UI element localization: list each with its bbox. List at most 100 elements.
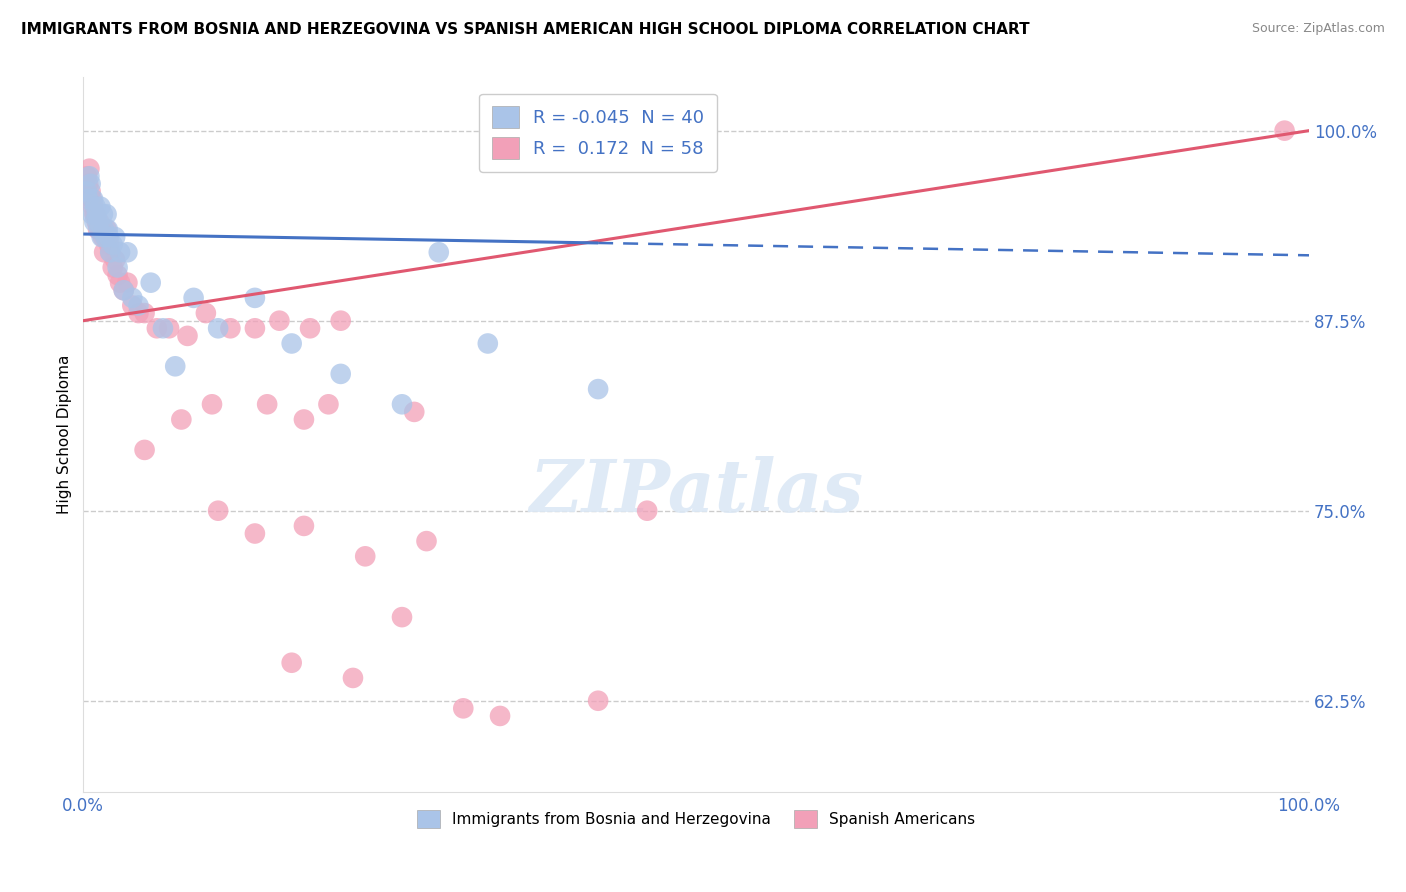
Point bbox=[87, 222, 110, 236]
Point bbox=[79, 161, 101, 176]
Point bbox=[112, 283, 135, 297]
Point bbox=[586, 382, 609, 396]
Point bbox=[318, 397, 340, 411]
Point bbox=[93, 245, 115, 260]
Point bbox=[243, 526, 266, 541]
Point bbox=[86, 215, 108, 229]
Point bbox=[87, 215, 110, 229]
Point bbox=[127, 306, 149, 320]
Point bbox=[94, 230, 117, 244]
Point bbox=[96, 207, 118, 221]
Point bbox=[165, 359, 187, 374]
Point bbox=[90, 230, 112, 244]
Point bbox=[329, 367, 352, 381]
Point bbox=[90, 222, 112, 236]
Point bbox=[101, 260, 124, 275]
Point bbox=[121, 298, 143, 312]
Text: ZIPatlas: ZIPatlas bbox=[529, 457, 863, 527]
Point bbox=[121, 291, 143, 305]
Point bbox=[453, 701, 475, 715]
Point bbox=[489, 709, 512, 723]
Point bbox=[329, 314, 352, 328]
Point bbox=[404, 405, 426, 419]
Point bbox=[96, 222, 118, 236]
Point bbox=[292, 519, 315, 533]
Point bbox=[101, 237, 124, 252]
Point bbox=[79, 177, 101, 191]
Point bbox=[97, 230, 120, 244]
Point bbox=[82, 200, 104, 214]
Point bbox=[107, 268, 129, 282]
Point bbox=[108, 276, 131, 290]
Point bbox=[243, 291, 266, 305]
Point bbox=[134, 306, 156, 320]
Point bbox=[94, 230, 117, 244]
Point bbox=[83, 207, 105, 221]
Point bbox=[152, 321, 174, 335]
Point bbox=[76, 185, 98, 199]
Point bbox=[80, 192, 103, 206]
Point bbox=[256, 397, 278, 411]
Point bbox=[89, 215, 111, 229]
Point bbox=[299, 321, 322, 335]
Text: IMMIGRANTS FROM BOSNIA AND HERZEGOVINA VS SPANISH AMERICAN HIGH SCHOOL DIPLOMA C: IMMIGRANTS FROM BOSNIA AND HERZEGOVINA V… bbox=[21, 22, 1029, 37]
Point bbox=[146, 321, 169, 335]
Point bbox=[134, 442, 156, 457]
Point bbox=[477, 336, 499, 351]
Point bbox=[183, 291, 205, 305]
Point bbox=[207, 504, 229, 518]
Point bbox=[194, 306, 217, 320]
Point bbox=[391, 397, 413, 411]
Point bbox=[201, 397, 224, 411]
Point bbox=[91, 207, 114, 221]
Point bbox=[427, 245, 450, 260]
Point bbox=[98, 230, 121, 244]
Point bbox=[269, 314, 291, 328]
Point bbox=[117, 245, 139, 260]
Point bbox=[219, 321, 242, 335]
Point bbox=[415, 534, 437, 549]
Point bbox=[82, 192, 104, 206]
Point bbox=[93, 222, 115, 236]
Point bbox=[89, 222, 111, 236]
Point bbox=[80, 207, 103, 221]
Point bbox=[104, 230, 127, 244]
Point bbox=[280, 336, 302, 351]
Point bbox=[98, 245, 121, 260]
Point bbox=[354, 549, 377, 564]
Point bbox=[170, 412, 193, 426]
Point bbox=[342, 671, 364, 685]
Point bbox=[127, 298, 149, 312]
Point bbox=[207, 321, 229, 335]
Y-axis label: High School Diploma: High School Diploma bbox=[58, 355, 72, 515]
Point bbox=[1274, 123, 1296, 137]
Point bbox=[292, 412, 315, 426]
Point bbox=[91, 230, 114, 244]
Point bbox=[139, 276, 162, 290]
Point bbox=[77, 192, 100, 206]
Point bbox=[77, 177, 100, 191]
Point bbox=[83, 215, 105, 229]
Point bbox=[84, 207, 107, 221]
Point bbox=[586, 694, 609, 708]
Point bbox=[107, 260, 129, 275]
Point bbox=[391, 610, 413, 624]
Point bbox=[157, 321, 180, 335]
Point bbox=[97, 222, 120, 236]
Point bbox=[84, 200, 107, 214]
Point bbox=[79, 185, 101, 199]
Point bbox=[280, 656, 302, 670]
Point bbox=[98, 245, 121, 260]
Text: Source: ZipAtlas.com: Source: ZipAtlas.com bbox=[1251, 22, 1385, 36]
Point bbox=[104, 252, 127, 267]
Point bbox=[176, 329, 198, 343]
Point bbox=[79, 169, 101, 184]
Point bbox=[76, 169, 98, 184]
Point bbox=[98, 237, 121, 252]
Point bbox=[117, 276, 139, 290]
Legend: Immigrants from Bosnia and Herzegovina, Spanish Americans: Immigrants from Bosnia and Herzegovina, … bbox=[411, 804, 981, 834]
Point bbox=[243, 321, 266, 335]
Point bbox=[89, 200, 111, 214]
Point bbox=[636, 504, 658, 518]
Point bbox=[112, 283, 135, 297]
